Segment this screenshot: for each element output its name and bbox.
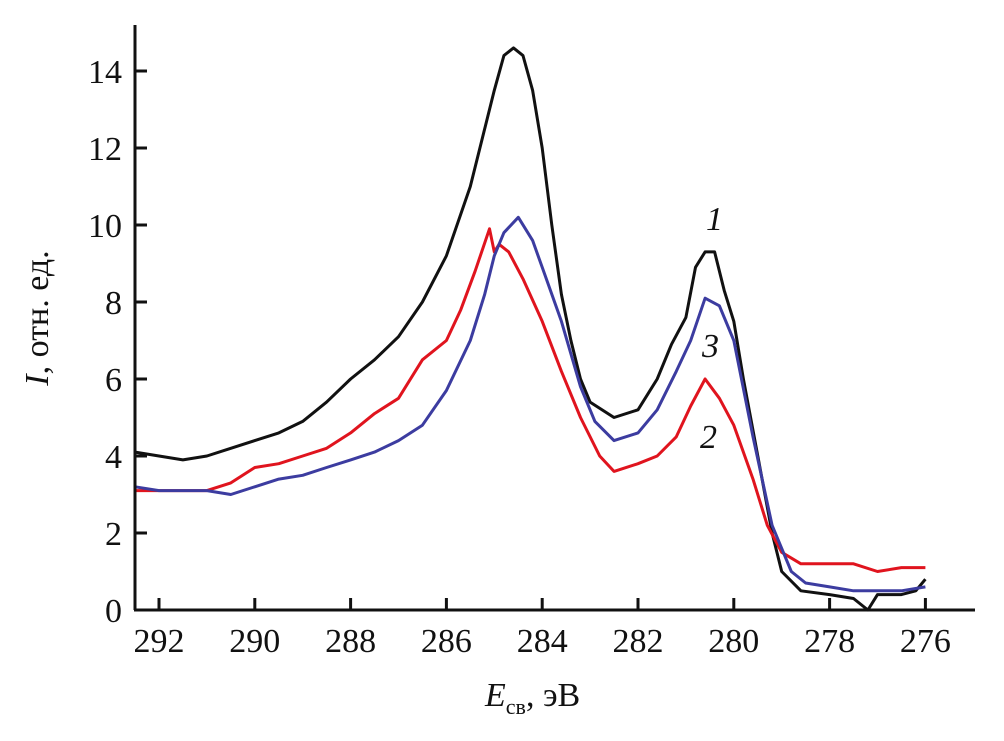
x-tick-label: 282 [613,623,664,660]
x-axis-label: Eсв, эВ [484,677,580,719]
y-tick-label: 8 [105,285,122,322]
x-axis-label-unit: , эВ [526,677,580,714]
x-axis-label-subscript: св [506,694,526,719]
y-tick-label: 12 [88,131,122,168]
series-layer [134,46,927,612]
x-tick-label: 284 [517,623,568,660]
x-tick-label: 278 [804,623,855,660]
x-axis-label-symbol: E [484,677,506,714]
series-label-2: 2 [700,419,717,456]
y-tick-label: 6 [105,362,122,399]
y-axis-label: I, отн. ед. [19,250,56,386]
x-tick-label: 288 [325,623,376,660]
series-line-3 [134,215,926,593]
y-axis-label-symbol: I [19,373,56,387]
x-tick-label: 290 [229,623,280,660]
x-tick-label: 276 [900,623,951,660]
series-label-3: 3 [701,328,719,365]
series-line-2 [135,227,926,573]
y-tick-label: 0 [105,593,122,630]
series-label-1: 1 [706,201,723,238]
y-tick-label: 14 [88,54,122,91]
y-axis-label-unit: , отн. ед. [19,250,56,374]
x-tick-label: 286 [421,623,472,660]
y-tick-label: 2 [105,516,122,553]
y-tick-label: 4 [105,439,122,476]
series-line-1 [134,46,927,612]
x-tick-label: 292 [134,623,185,660]
x-tick-label: 280 [708,623,759,660]
y-tick-label: 10 [88,208,122,245]
